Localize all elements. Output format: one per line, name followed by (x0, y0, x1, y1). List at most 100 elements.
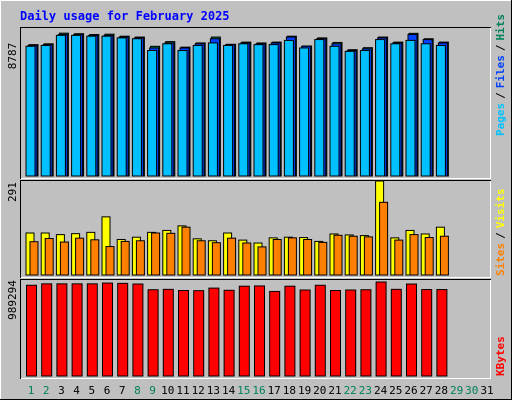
bar-sites-day-24 (379, 201, 389, 276)
bar-pages-day-9 (147, 50, 158, 177)
kbytes-panel (20, 279, 491, 379)
bar-kbytes-day-23 (360, 289, 372, 377)
legend-visits: Visits (494, 189, 507, 229)
day-label-4: 4 (73, 384, 80, 397)
bar-sites-day-25 (394, 239, 404, 276)
bar-kbytes-day-17 (269, 290, 281, 377)
legend-sites: Sites (494, 243, 507, 276)
day-label-16: 16 (252, 384, 265, 397)
bar-pages-day-21 (329, 45, 340, 177)
day-label-6: 6 (104, 384, 111, 397)
bar-sites-day-20 (318, 241, 328, 276)
bar-pages-day-25 (390, 43, 401, 177)
bar-sites-day-10 (166, 232, 176, 276)
bar-kbytes-day-24 (375, 281, 387, 377)
bar-sites-day-11 (181, 226, 191, 276)
chart-title: Daily usage for February 2025 (20, 9, 230, 23)
bar-pages-day-28 (435, 44, 446, 177)
day-label-24: 24 (374, 384, 388, 397)
day-label-10: 10 (161, 384, 174, 397)
legend-hits: Hits (494, 14, 507, 41)
day-label-29: 29 (450, 384, 463, 397)
bar-kbytes-day-1 (26, 284, 37, 377)
legend-hfp: Pages / Files / Hits (494, 14, 507, 136)
day-label-27: 27 (420, 384, 433, 397)
legend-files: Files (494, 55, 507, 88)
bar-kbytes-day-14 (223, 289, 235, 377)
bar-pages-day-18 (283, 39, 294, 177)
day-label-17: 17 (268, 384, 281, 397)
day-label-28: 28 (435, 384, 448, 397)
bar-sites-day-22 (348, 235, 358, 276)
visits-sites-panel (20, 180, 491, 278)
day-label-5: 5 (88, 384, 95, 397)
bar-pages-day-5 (86, 35, 97, 177)
y-max-kbytes-panel: 989294 (6, 280, 19, 320)
bar-pages-day-13 (207, 42, 218, 177)
bar-sites-day-28 (439, 235, 449, 276)
bar-pages-day-24 (375, 39, 386, 177)
bar-kbytes-day-7 (117, 282, 129, 377)
bar-kbytes-day-16 (254, 285, 265, 377)
y-max-hits-panel: 8787 (6, 43, 19, 70)
bar-sites-day-8 (135, 240, 145, 276)
bar-pages-day-19 (299, 47, 310, 177)
bar-pages-day-4 (71, 34, 82, 177)
day-label-20: 20 (313, 384, 326, 397)
bar-sites-day-14 (227, 237, 237, 276)
bar-sites-day-1 (29, 241, 39, 276)
legend-kbytes: KBytes (494, 336, 507, 376)
bar-kbytes-day-15 (238, 285, 250, 377)
bar-pages-day-20 (314, 39, 325, 177)
day-label-19: 19 (298, 384, 311, 397)
day-label-11: 11 (176, 384, 189, 397)
bar-kbytes-day-22 (345, 289, 357, 377)
bar-sites-day-7 (120, 240, 130, 276)
bar-kbytes-day-25 (390, 288, 402, 377)
bar-kbytes-day-4 (71, 283, 83, 377)
bar-pages-day-22 (344, 50, 355, 177)
bar-pages-day-2 (40, 44, 51, 177)
legend-pages: Pages (494, 103, 507, 136)
bar-pages-day-3 (55, 34, 66, 177)
bar-sites-day-19 (303, 238, 313, 276)
bar-kbytes-day-8 (132, 283, 144, 377)
bar-sites-day-4 (75, 237, 85, 276)
day-label-14: 14 (222, 384, 236, 397)
day-label-31: 31 (480, 384, 493, 397)
day-label-18: 18 (283, 384, 296, 397)
bar-pages-day-16 (253, 44, 264, 177)
day-label-15: 15 (237, 384, 250, 397)
bar-kbytes-day-26 (406, 283, 417, 377)
bar-kbytes-day-6 (102, 282, 113, 377)
bar-kbytes-day-19 (299, 289, 311, 377)
day-label-25: 25 (389, 384, 402, 397)
bar-kbytes-day-2 (41, 283, 53, 377)
bar-pages-day-7 (116, 37, 127, 177)
bar-sites-day-27 (424, 237, 434, 276)
bar-kbytes-day-3 (56, 283, 68, 377)
day-label-23: 23 (359, 384, 372, 397)
legend-vs: Sites / Visits (494, 189, 507, 277)
bar-sites-day-15 (242, 242, 252, 276)
day-label-3: 3 (58, 384, 65, 397)
day-label-2: 2 (43, 384, 50, 397)
hits-files-pages-panel (20, 27, 491, 179)
bar-sites-day-5 (90, 239, 100, 276)
bar-pages-day-1 (25, 45, 36, 177)
bar-pages-day-8 (131, 38, 142, 177)
bar-sites-day-12 (196, 240, 206, 276)
bar-sites-day-23 (363, 236, 373, 276)
bar-kbytes-day-10 (162, 288, 174, 377)
day-labels: 1 2 3 4 5 6 7 8 9 10 11 12 13 14 15 16 17 18 19 20 21 22 23 24 2… (28, 384, 494, 397)
bars-layer (25, 32, 449, 377)
bar-kbytes-day-12 (193, 290, 205, 377)
bar-kbytes-day-27 (421, 289, 433, 377)
day-label-8: 8 (134, 384, 141, 397)
day-label-22: 22 (344, 384, 357, 397)
bar-pages-day-26 (405, 39, 416, 177)
bar-pages-day-11 (177, 50, 188, 177)
day-label-21: 21 (328, 384, 341, 397)
bar-pages-day-27 (420, 43, 431, 177)
